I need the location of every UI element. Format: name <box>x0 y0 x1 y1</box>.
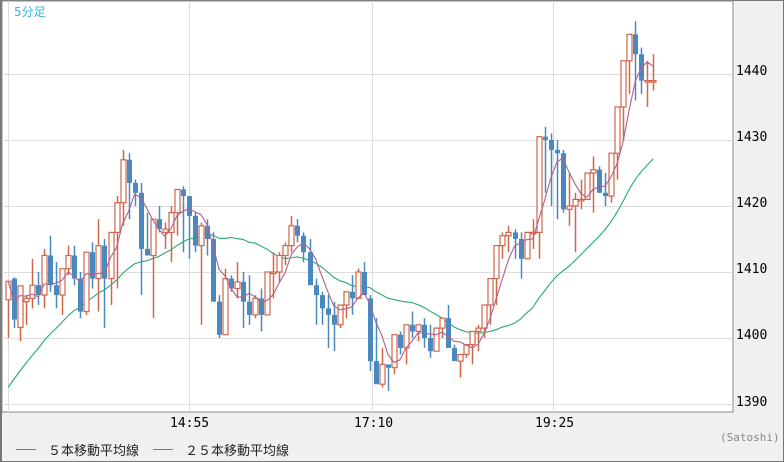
y-tick-1440: 1440 <box>736 64 768 79</box>
legend-ma5-label: ５本移動平均線 <box>48 444 140 459</box>
grid-lines <box>2 1 733 412</box>
ma5-swatch-icon <box>16 449 36 450</box>
legend-ma5: ５本移動平均線 <box>16 440 139 459</box>
ma25-swatch-icon <box>153 449 173 450</box>
y-tick-1420: 1420 <box>736 196 768 211</box>
x-tick-1710: 17:10 <box>354 416 394 431</box>
x-tick-1455: 14:55 <box>170 416 210 431</box>
candles <box>5 21 657 391</box>
y-tick-1400: 1400 <box>736 328 768 343</box>
credit-label: (Satoshi) <box>720 431 780 444</box>
y-tick-1410: 1410 <box>736 262 768 277</box>
y-tick-1430: 1430 <box>736 130 768 145</box>
timeframe-label: 5分足 <box>14 5 46 19</box>
ma25-line <box>7 158 654 388</box>
y-tick-1390: 1390 <box>736 395 768 410</box>
legend-ma25: ２５本移動平均線 <box>153 440 289 459</box>
x-tick-1925: 19:25 <box>535 416 575 431</box>
legend-ma25-label: ２５本移動平均線 <box>185 444 290 459</box>
ma5-line <box>7 61 654 364</box>
